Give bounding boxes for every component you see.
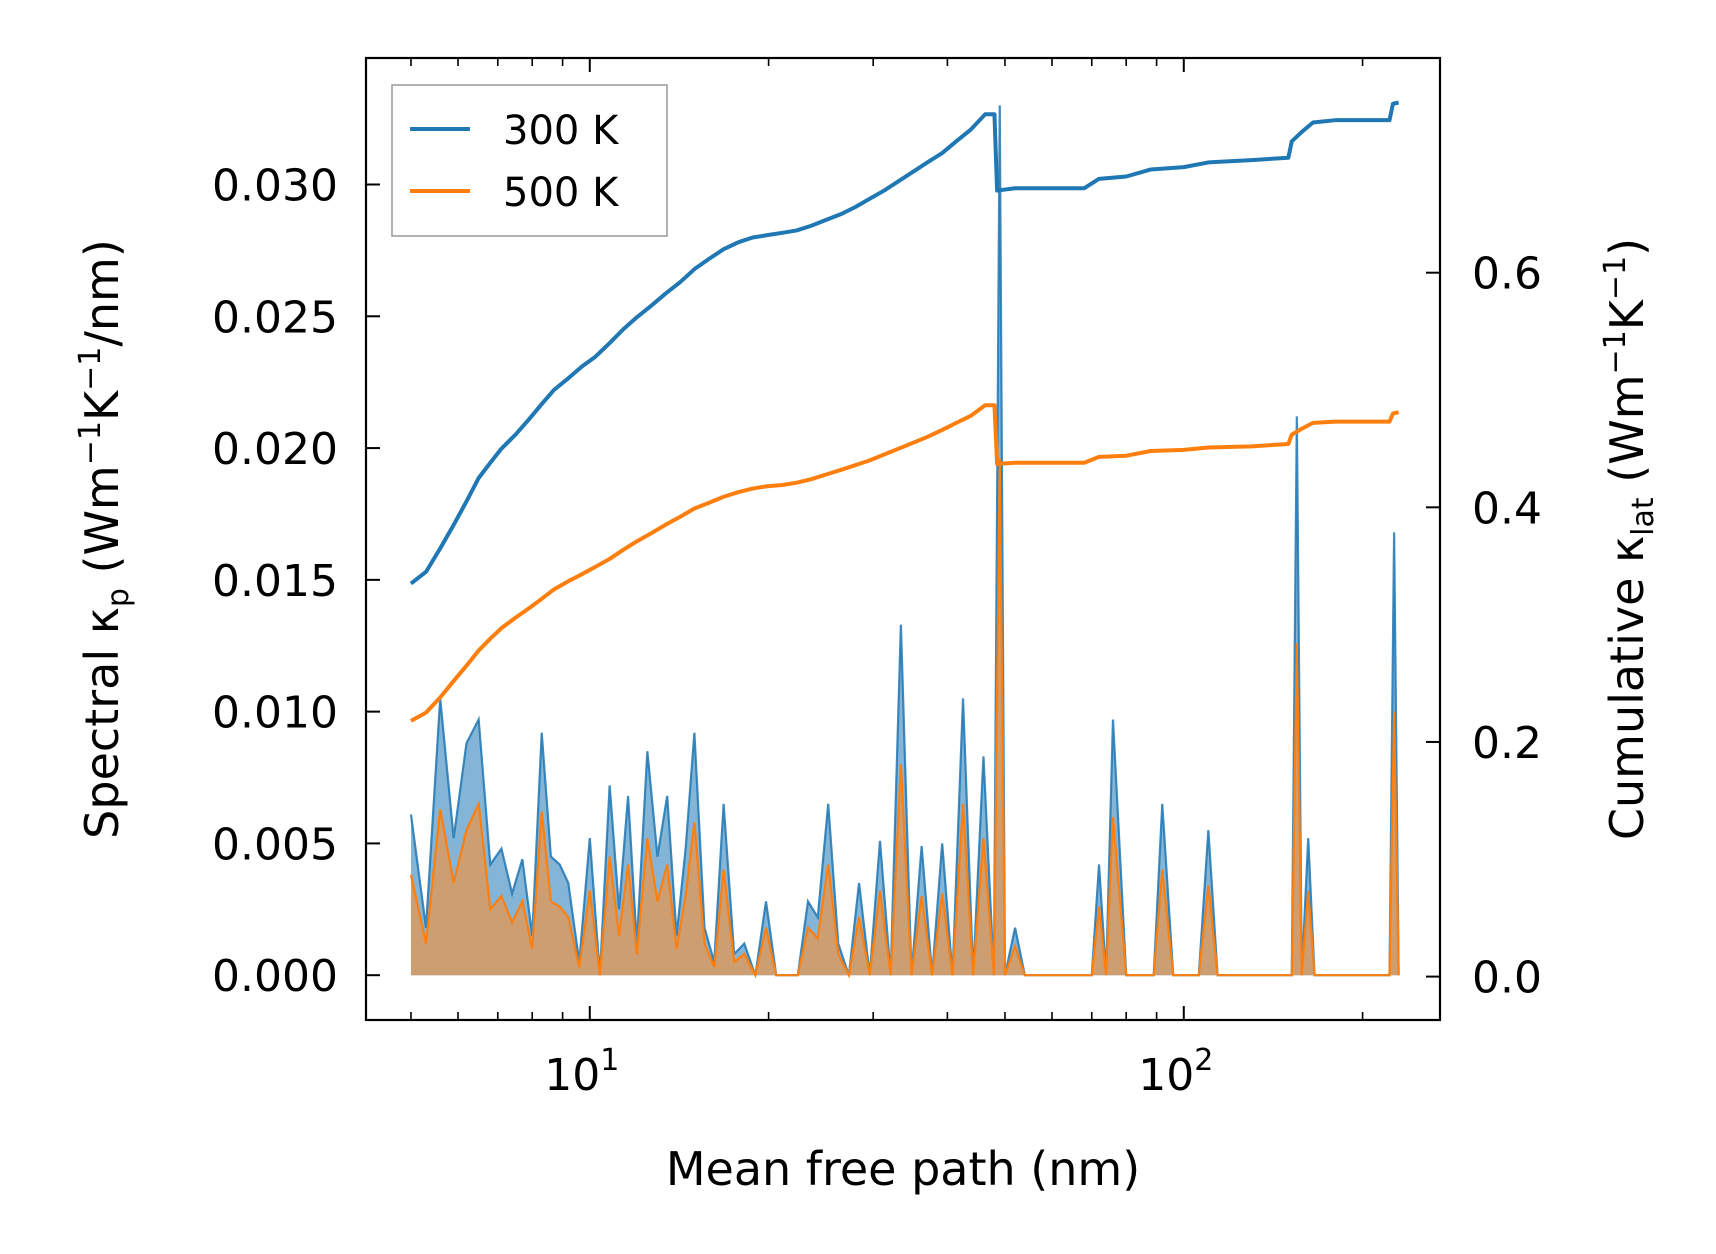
cumulative-line-300k [409,100,1400,586]
cumulative-line-500k [410,403,1400,723]
plot-area [409,100,1400,979]
spectral-line-500k [409,458,1400,979]
y-left-tick-label: 0.030 [212,161,338,212]
axis-ticks [366,58,1440,1020]
legend: 300 K 500 K [391,84,668,237]
y-left-tick-label: 0.015 [212,556,338,607]
spectral-fill-500k [410,458,1399,976]
legend-label-300k: 300 K [503,108,620,154]
y-right-tick-label: 0.6 [1472,249,1542,300]
y-axis-label-right: Cumulative κlat (Wm−1K−1) [1598,238,1661,840]
y-left-tick-label: 0.010 [212,688,338,739]
x-axis-label: Mean free path (nm) [666,1142,1140,1196]
y-left-tick-label: 0.025 [212,292,338,343]
x-tick-label: 102 [1138,1043,1213,1101]
y-axis-label-left: Spectral κp (Wm−1K−1/nm) [73,239,136,839]
y-left-tick-label: 0.000 [212,951,338,1002]
y-right-tick-label: 0.4 [1472,483,1542,534]
y-left-tick-label: 0.020 [212,424,338,475]
y-right-tick-label: 0.2 [1472,718,1542,769]
legend-label-500k: 500 K [503,170,620,216]
plot-frame [364,56,1442,1022]
spectral-fills [409,105,1400,979]
legend-frame [391,84,668,237]
x-tick-label: 101 [544,1043,619,1101]
data-lines [409,100,1400,723]
y-left-tick-label: 0.005 [212,819,338,870]
y-right-tick-label: 0.0 [1472,953,1542,1004]
axis-tick-labels: 101 102 0.000 0.005 0.010 0.015 0.020 0.025 0.03… [212,161,1542,1101]
